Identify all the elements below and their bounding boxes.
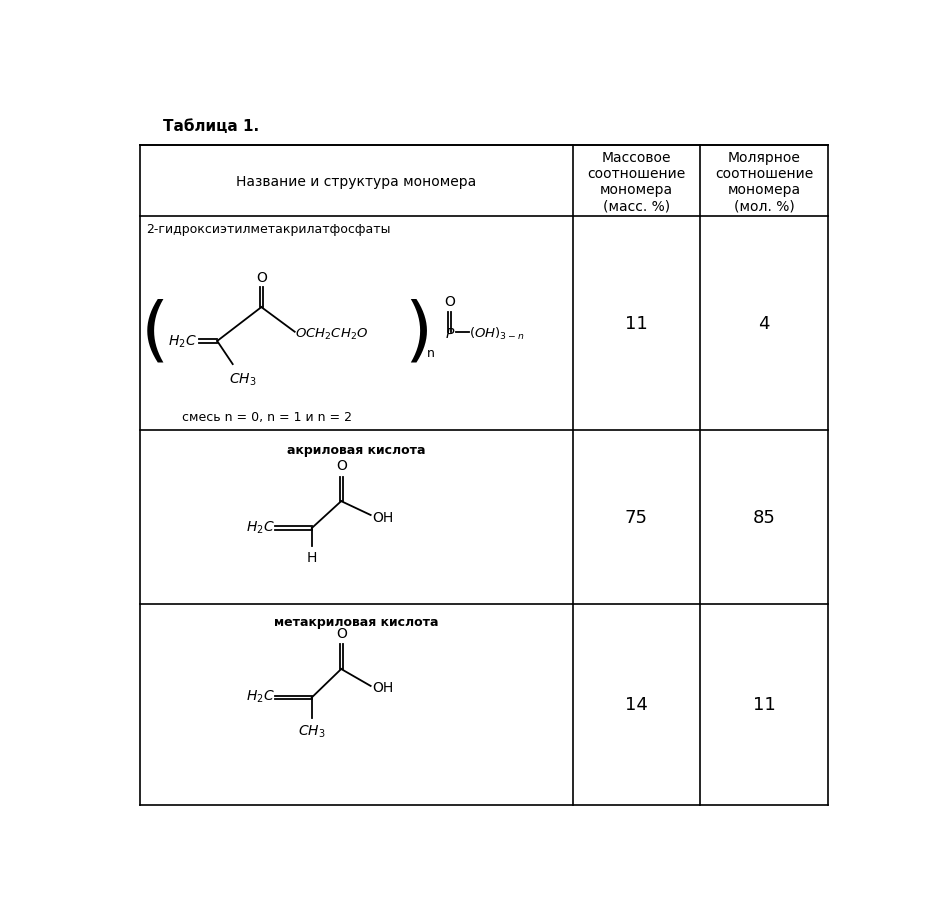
Text: Молярное
соотношение
мономера
(мол. %): Молярное соотношение мономера (мол. %): [715, 150, 813, 213]
Text: 14: 14: [625, 696, 648, 713]
Text: 11: 11: [752, 696, 775, 713]
Text: 4: 4: [758, 315, 769, 333]
Text: метакриловая кислота: метакриловая кислота: [274, 616, 439, 629]
Text: 11: 11: [625, 315, 648, 333]
Text: $OCH_2CH_2O$: $OCH_2CH_2O$: [295, 326, 368, 342]
Text: O: O: [256, 271, 267, 284]
Text: смесь n = 0, n = 1 и n = 2: смесь n = 0, n = 1 и n = 2: [182, 411, 352, 424]
Text: $CH_3$: $CH_3$: [228, 371, 257, 387]
Text: $H_2C$: $H_2C$: [245, 688, 275, 704]
Text: (: (: [141, 298, 169, 367]
Text: $P$: $P$: [445, 327, 455, 341]
Text: O: O: [336, 626, 346, 640]
Text: акриловая кислота: акриловая кислота: [287, 444, 426, 457]
Text: Название и структура мономера: Название и структура мономера: [236, 175, 477, 189]
Text: 75: 75: [625, 508, 648, 527]
Text: n: n: [427, 346, 434, 359]
Text: O: O: [336, 458, 346, 473]
Text: $H_2C$: $H_2C$: [168, 333, 197, 350]
Text: ): ): [405, 298, 432, 367]
Text: OH: OH: [372, 510, 394, 524]
Text: $H_2C$: $H_2C$: [245, 518, 275, 535]
Text: 85: 85: [752, 508, 775, 527]
Text: OH: OH: [372, 681, 394, 695]
Text: Таблица 1.: Таблица 1.: [163, 118, 259, 134]
Text: Массовое
соотношение
мономера
(масс. %): Массовое соотношение мономера (масс. %): [587, 150, 685, 213]
Text: 2-гидроксиэтилметакрилатфосфаты: 2-гидроксиэтилметакрилатфосфаты: [146, 223, 391, 236]
Text: $(OH)_{3-n}$: $(OH)_{3-n}$: [469, 326, 525, 342]
Text: O: O: [445, 294, 455, 309]
Text: $CH_3$: $CH_3$: [298, 723, 326, 740]
Text: H: H: [307, 550, 317, 564]
